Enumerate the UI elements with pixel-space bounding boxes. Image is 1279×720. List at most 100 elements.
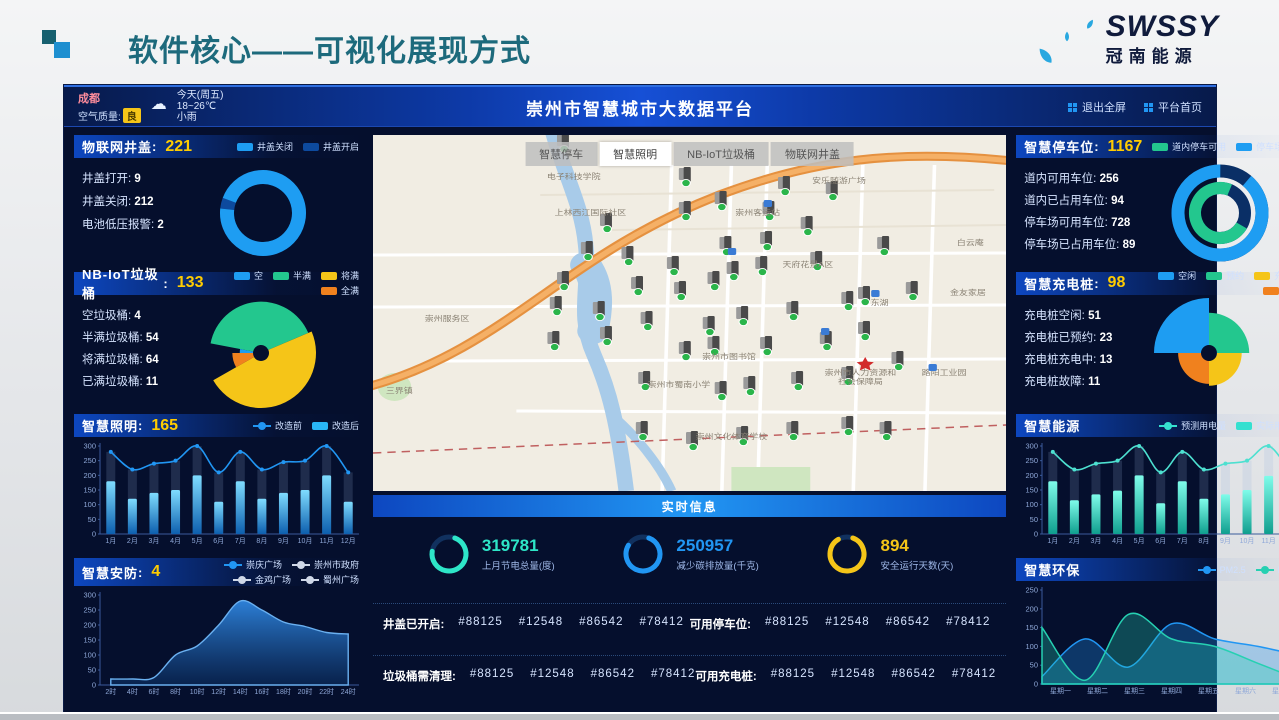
map-button-NB-IoT垃圾桶[interactable]: NB-IoT垃圾桶 <box>673 142 770 166</box>
realtime-info-bar: 实时信息 <box>373 495 1007 517</box>
legend-item[interactable]: 崇庆广场 <box>223 558 282 571</box>
stat-line: 空垃圾桶: 4 <box>82 309 141 322</box>
lamp-marker[interactable] <box>714 191 727 212</box>
lamp-marker[interactable] <box>786 301 799 322</box>
lamp-marker[interactable] <box>638 371 651 392</box>
svg-text:100: 100 <box>83 651 96 660</box>
lamp-marker[interactable] <box>547 331 560 352</box>
legend-item[interactable]: 改造前 <box>252 419 302 432</box>
svg-text:9月: 9月 <box>1220 537 1231 545</box>
svg-text:星期四: 星期四 <box>1161 687 1182 695</box>
lamp-marker[interactable] <box>621 246 634 267</box>
legend-item[interactable]: PM10 <box>1255 565 1279 575</box>
lamp-marker[interactable] <box>631 276 644 297</box>
lamp-marker[interactable] <box>599 326 612 347</box>
map-label: 金友家居 <box>950 288 986 297</box>
svg-text:0: 0 <box>1034 530 1038 539</box>
legend-item[interactable]: 预测用电量 <box>1159 419 1226 432</box>
legend-item[interactable]: 故障 <box>1263 284 1279 297</box>
legend-item[interactable]: PM2.5 <box>1197 565 1246 575</box>
lamp-marker[interactable] <box>760 336 773 357</box>
lamp-marker[interactable] <box>841 291 854 312</box>
legend-item[interactable]: 改造后 <box>311 419 359 432</box>
lamp-marker[interactable] <box>678 201 691 222</box>
legend-item[interactable]: 将满 <box>320 269 359 282</box>
legend-item[interactable]: 井盖开启 <box>302 140 359 153</box>
legend-item[interactable]: 空闲 <box>1158 269 1196 282</box>
lighting-barline-chart[interactable]: 0 50 100 150 200 250 300 1月 2月 3月 4月 5月 6月 7月 8月 9月 10月 1… <box>74 437 363 555</box>
lamp-marker[interactable] <box>841 366 854 387</box>
legend-item[interactable]: 金鸡广场 <box>232 573 291 586</box>
svg-text:250: 250 <box>83 456 96 465</box>
lamp-marker[interactable] <box>891 351 904 372</box>
lamp-marker[interactable] <box>760 231 773 252</box>
lamp-marker[interactable] <box>825 181 838 202</box>
lamp-marker[interactable] <box>556 271 569 292</box>
info-rows: 井盖已开启: #88125 #12548 #86542 #78412 可用停车位: #881… <box>373 591 1007 706</box>
lamp-marker[interactable] <box>800 216 813 237</box>
lamp-marker[interactable] <box>640 311 653 332</box>
lamp-marker[interactable] <box>702 316 715 337</box>
lamp-marker[interactable] <box>707 336 720 357</box>
manhole-donut-chart[interactable] <box>164 158 363 268</box>
lamp-marker[interactable] <box>592 301 605 322</box>
legend-item[interactable]: 道内停车可用 <box>1152 140 1226 153</box>
lamp-marker[interactable] <box>786 421 799 442</box>
lamp-marker[interactable] <box>905 281 918 302</box>
legend-item[interactable]: 预约 <box>1206 269 1244 282</box>
legend-item[interactable]: 空 <box>233 269 263 282</box>
slide-footer <box>0 712 1279 720</box>
lamp-marker[interactable] <box>879 421 892 442</box>
exit-fullscreen-button[interactable]: 退出全屏 <box>1068 99 1126 115</box>
legend-swatch-icon <box>311 421 328 430</box>
stats-list: 充电桩空闲: 51 充电桩已预约: 23 充电桩充电中: 13 充电桩故障: 11 <box>1016 295 1112 411</box>
lamp-marker[interactable] <box>686 431 699 452</box>
lamp-marker[interactable] <box>599 213 612 234</box>
lamp-marker[interactable] <box>778 176 791 197</box>
lamp-marker[interactable] <box>678 341 691 362</box>
lamp-marker[interactable] <box>810 251 823 272</box>
map-button-智慧停车[interactable]: 智慧停车 <box>525 142 598 166</box>
lamp-marker[interactable] <box>858 286 871 307</box>
poi-icon <box>821 328 830 335</box>
lamp-marker[interactable] <box>674 281 687 302</box>
lamp-marker[interactable] <box>743 376 756 397</box>
platform-home-button[interactable]: 平台首页 <box>1144 99 1202 115</box>
lamp-marker[interactable] <box>635 421 648 442</box>
lamp-marker[interactable] <box>666 256 679 277</box>
energy-barline-chart[interactable]: 0 50 100 150 200 250 300 1月 2月 3月 4月 5月 6月 7月 8月 9月 10月 1… <box>1016 437 1279 555</box>
lamp-marker[interactable] <box>877 236 890 257</box>
stat-line: 将满垃圾桶: 64 <box>82 353 159 366</box>
lamp-marker[interactable] <box>549 296 562 317</box>
lamp-marker[interactable] <box>841 416 854 437</box>
map-button-物联网井盖[interactable]: 物联网井盖 <box>771 142 855 166</box>
lamp-marker[interactable] <box>707 271 720 292</box>
charging-rose-chart[interactable] <box>1112 295 1279 411</box>
lamp-marker[interactable] <box>791 371 804 392</box>
legend-item[interactable]: 充电中 <box>1254 269 1279 282</box>
lamp-marker[interactable] <box>678 167 691 188</box>
map-button-智慧照明[interactable]: 智慧照明 <box>599 142 672 166</box>
legend-item[interactable]: 实际用电量 <box>1236 419 1279 432</box>
lamp-marker[interactable] <box>755 256 768 277</box>
legend-item[interactable]: 停车场可用 <box>1236 140 1279 153</box>
legend-item[interactable]: 井盖关闭 <box>236 140 293 153</box>
legend-item[interactable]: 蜀州广场 <box>300 573 359 586</box>
parking-rings-chart[interactable] <box>1135 158 1279 268</box>
lamp-marker[interactable] <box>858 321 871 342</box>
lamp-marker[interactable] <box>726 261 739 282</box>
trash-rose-chart[interactable] <box>159 295 363 411</box>
security-area-chart[interactable]: 0 50 100 150 200 250 300 2时 4时 6时 8时 10时 12时 14时 16时 18… <box>74 586 363 706</box>
city-map[interactable]: 电子科技学院 上林西江国际社区 崇州客运站 安乐随游广场 天府花景A区 崇州服务区 崇州市图… <box>365 128 1013 493</box>
legend-item[interactable]: 半满 <box>272 269 311 282</box>
lamp-marker[interactable] <box>736 426 749 447</box>
lamp-marker[interactable] <box>736 306 749 327</box>
legend: 道内停车可用停车场可用 <box>1152 140 1279 153</box>
lamp-marker[interactable] <box>580 241 593 262</box>
environment-area-chart[interactable]: 0 50 100 150 200 250 星期一 星期二 星期三 星期四 星期五 星期六 星期日 <box>1016 581 1279 703</box>
legend-item[interactable]: 全满 <box>320 284 359 297</box>
lamp-marker[interactable] <box>714 381 727 402</box>
legend-item[interactable]: 崇州市政府 <box>291 558 359 571</box>
map-label: 安乐随游广场 <box>812 176 866 185</box>
